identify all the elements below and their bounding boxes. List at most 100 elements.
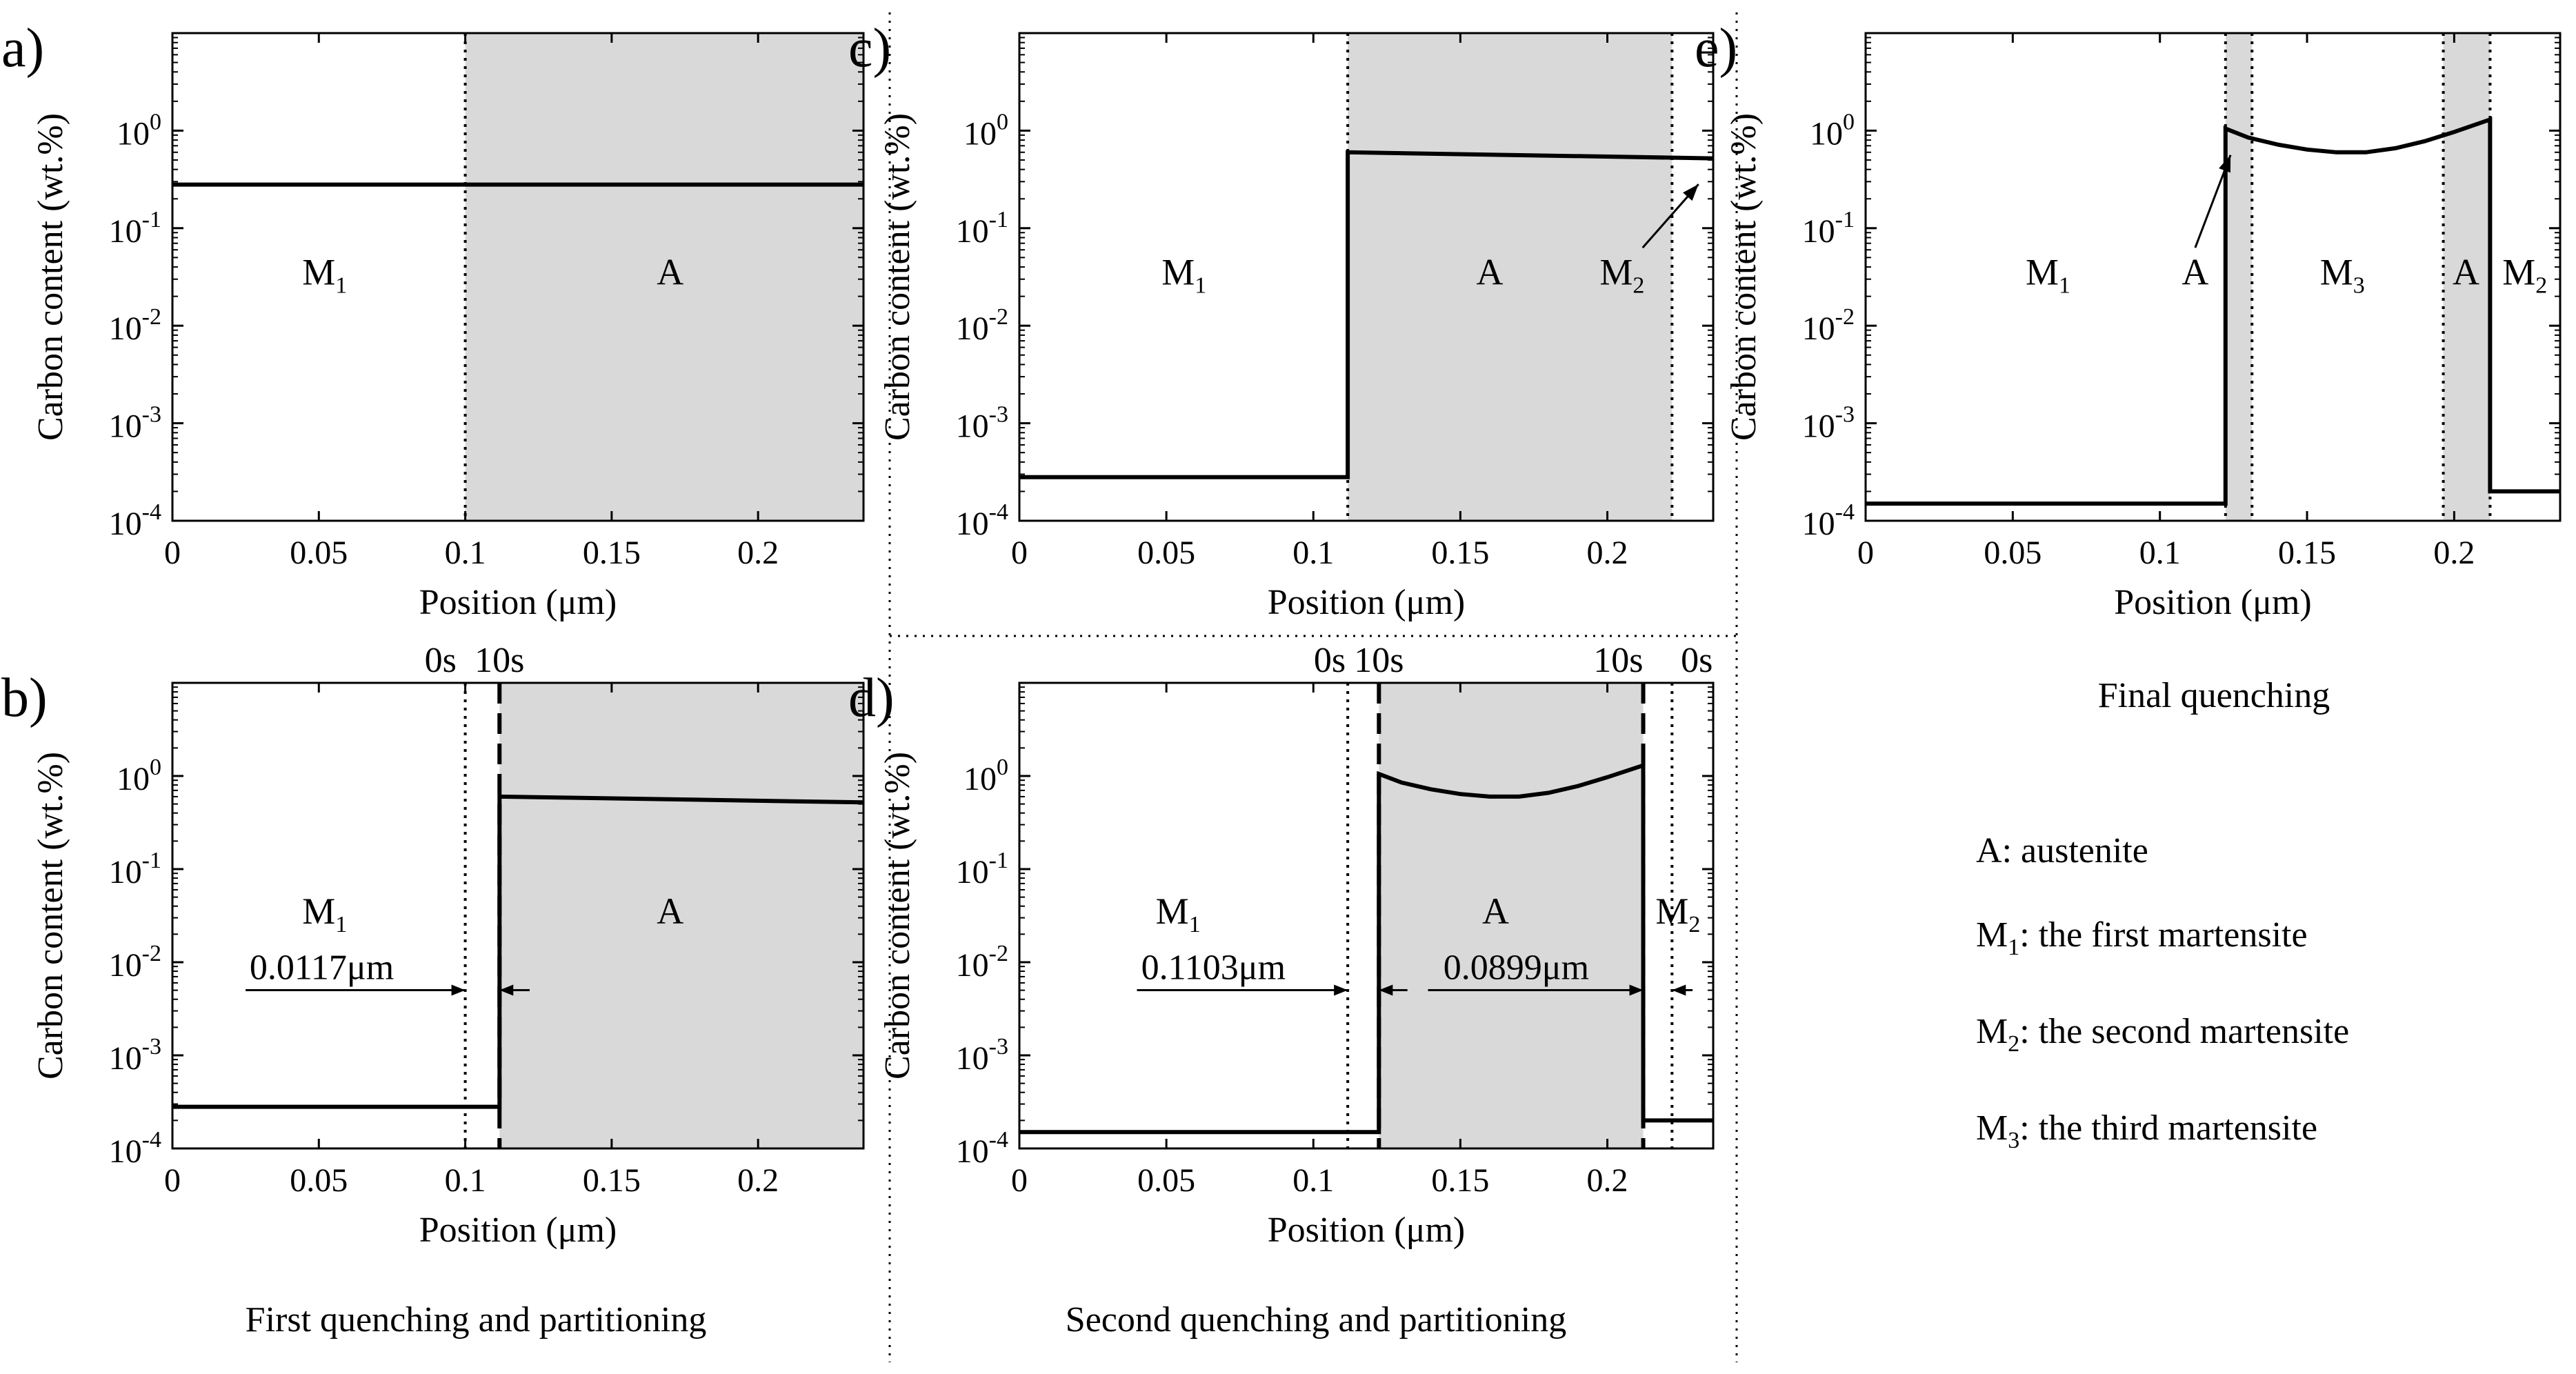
series-line-d-0	[1019, 762, 1713, 1135]
legend-m1: M1: the first martensite	[1976, 915, 2308, 960]
x-axis-label-b: Position (μm)	[419, 1211, 617, 1250]
y-axis-label-d: Carbon content (wt.%)	[878, 752, 917, 1079]
x-axis-label-c: Position (μm)	[1268, 583, 1465, 622]
y-tick-label-e-0: 100	[1810, 109, 1855, 152]
x-tick-label-e-2: 0.1	[2139, 535, 2181, 571]
phase-label-d-0: M1	[1156, 890, 1201, 937]
shaded-region-e-0	[2225, 33, 2253, 521]
dimension-label-d-1: 0.0899μm	[1444, 948, 1589, 988]
phase-label-b-0: M1	[302, 890, 347, 937]
series-line-e-0	[1866, 117, 2560, 506]
y-axis-label-c: Carbon content (wt.%)	[878, 113, 917, 441]
caption-b: First quenching and partitioning	[246, 1300, 707, 1340]
time-label-b-0: 0s	[425, 641, 457, 680]
y-tick-label-c-3: 10-3	[956, 402, 1008, 445]
y-tick-label-e-1: 10-1	[1802, 207, 1855, 250]
y-tick-label-d-2: 10-2	[956, 941, 1008, 984]
x-tick-label-d-3: 0.15	[1431, 1162, 1489, 1199]
panel-label-d: d)	[848, 668, 895, 728]
x-tick-label-d-2: 0.1	[1292, 1162, 1334, 1199]
y-tick-label-e-2: 10-2	[1802, 304, 1855, 347]
x-tick-label-a-1: 0.05	[290, 535, 348, 571]
legend: A: austenite M1: the first martensite M2…	[1976, 831, 2349, 1153]
phase-label-d-1: A	[1482, 890, 1509, 932]
dimension-arrow-b-0-head	[451, 984, 466, 996]
x-tick-label-a-4: 0.2	[737, 535, 779, 571]
panel-b: 0 0.05 0.1 0.15 0.2 100 10-1 10-2 10-3 10-4 Positi…	[1, 641, 865, 1250]
phase-label-c-1: A	[1477, 251, 1504, 292]
legend-m3: M3: the third martensite	[1976, 1108, 2317, 1153]
axes-frame-d	[1018, 681, 1715, 1150]
x-tick-label-a-2: 0.1	[445, 535, 486, 571]
x-tick-label-c-4: 0.2	[1587, 535, 1628, 571]
dimension-arrow-back-d-1-head	[1672, 984, 1686, 996]
x-axis-label-a: Position (μm)	[419, 583, 617, 622]
phase-label-e-0: M1	[2026, 251, 2070, 298]
panel-c: 0 0.05 0.1 0.15 0.2 100 10-1 10-2 10-3 10-4 Positi…	[848, 18, 1715, 622]
y-tick-label-d-1: 10-1	[956, 848, 1008, 890]
phase-label-c-0: M1	[1161, 251, 1206, 298]
dimension-arrow-back-d-0-head	[1379, 984, 1393, 996]
time-label-d-2: 10s	[1593, 641, 1643, 680]
axes-frame-e	[1864, 32, 2562, 522]
shaded-region-c-0	[1348, 33, 1673, 521]
phase-label-a-0: M1	[302, 251, 347, 298]
shaded-region-a-0	[465, 33, 863, 521]
y-tick-label-a-2: 10-2	[109, 304, 161, 347]
dimension-label-d-0: 0.1103μm	[1141, 948, 1286, 988]
y-tick-label-a-1: 10-1	[109, 207, 161, 250]
panel-e: 0 0.05 0.1 0.15 0.2 100 10-1 10-2 10-3 10-4 Positi…	[1695, 18, 2562, 622]
y-tick-label-d-3: 10-3	[956, 1034, 1008, 1077]
axes-frame-c	[1018, 32, 1715, 522]
y-axis-label-e: Carbon content (wt.%)	[1724, 113, 1764, 441]
shaded-region-b-0	[499, 683, 863, 1148]
panel-label-a: a)	[1, 18, 44, 79]
x-tick-label-e-0: 0	[1857, 535, 1874, 571]
x-tick-label-c-2: 0.1	[1292, 535, 1334, 571]
axes-frame-b	[171, 681, 865, 1150]
panel-label-b: b)	[1, 668, 48, 728]
phase-label-b-1: A	[657, 890, 683, 932]
panel-label-c: c)	[848, 18, 891, 79]
legend-m2: M2: the second martensite	[1976, 1012, 2349, 1057]
pointer-arrow-head-e	[2219, 155, 2231, 173]
panel-a: 0 0.05 0.1 0.15 0.2 100 10-1 10-2 10-3 10-4 Positi…	[1, 18, 865, 622]
y-tick-label-b-3: 10-3	[109, 1034, 161, 1077]
x-tick-label-b-4: 0.2	[737, 1162, 779, 1199]
dimension-arrow-d-0-head	[1334, 984, 1348, 996]
y-tick-label-b-2: 10-2	[109, 941, 161, 984]
dimension-arrow-d-1-head	[1629, 984, 1644, 996]
phase-label-a-1: A	[657, 251, 683, 292]
x-tick-label-b-3: 0.15	[583, 1162, 641, 1199]
y-axis-label-a: Carbon content (wt.%)	[31, 113, 70, 441]
y-tick-label-d-0: 100	[963, 755, 1008, 797]
y-tick-label-e-3: 10-3	[1802, 402, 1855, 445]
caption-e: Final quenching	[2098, 676, 2330, 715]
dimension-label-b-0: 0.0117μm	[250, 948, 394, 988]
pointer-arrow-head-c	[1683, 184, 1699, 201]
dimension-arrow-back-b-0-head	[499, 984, 514, 996]
y-tick-label-c-4: 10-4	[956, 499, 1008, 542]
y-tick-label-a-4: 10-4	[109, 499, 161, 542]
y-tick-label-e-4: 10-4	[1802, 499, 1855, 542]
y-tick-label-d-4: 10-4	[956, 1127, 1008, 1170]
phase-label-e-4: M2	[2502, 251, 2547, 298]
x-tick-label-b-1: 0.05	[290, 1162, 348, 1199]
phase-label-d-2: M2	[1655, 890, 1700, 937]
x-tick-label-e-4: 0.2	[2433, 535, 2475, 571]
time-label-d-0: 0s	[1314, 641, 1346, 680]
legend-austenite: A: austenite	[1976, 831, 2148, 870]
time-label-b-1: 10s	[475, 641, 524, 680]
y-tick-label-a-0: 100	[117, 109, 161, 152]
x-tick-label-e-3: 0.15	[2278, 535, 2336, 571]
phase-label-c-2: M2	[1599, 251, 1644, 298]
y-tick-label-c-2: 10-2	[956, 304, 1008, 347]
panel-label-e: e)	[1695, 18, 1737, 79]
x-tick-label-c-3: 0.15	[1431, 535, 1489, 571]
x-axis-label-e: Position (μm)	[2114, 583, 2311, 622]
y-tick-label-b-1: 10-1	[109, 848, 161, 890]
y-tick-label-c-0: 100	[963, 109, 1008, 152]
x-tick-label-a-3: 0.15	[583, 535, 641, 571]
series-line-b-0	[172, 794, 864, 1109]
